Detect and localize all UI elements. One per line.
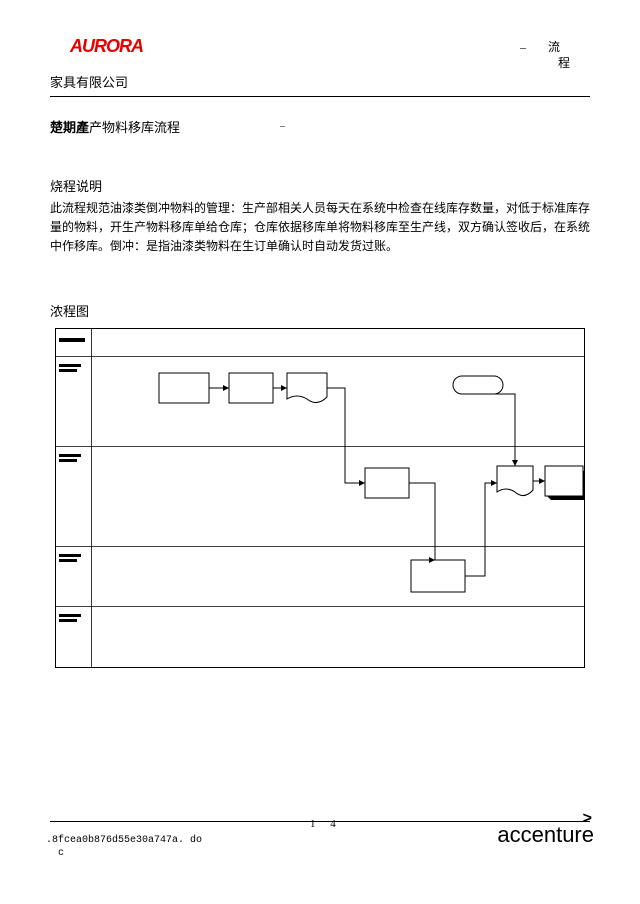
document-title: 楚期產产物料移库流程 – (50, 117, 590, 136)
company-name: 家具有限公司 (50, 72, 128, 91)
footer-page-number: 1 4 (310, 818, 342, 830)
document-header: AURORA – 流 程 家具有限公司 (50, 36, 590, 96)
section2-heading: 浓程图 (50, 301, 590, 320)
aurora-logo: AURORA (70, 36, 143, 57)
section1-heading: 烧程说明 (50, 176, 590, 195)
accenture-arrow-icon: > (583, 810, 592, 828)
header-right-text: – 流 程 (513, 38, 560, 55)
page-footer: .8fcea0b876d55e30a747a. do c 1 4 > accen… (50, 821, 590, 868)
section1-body: 此流程规范油漆类倒冲物料的管理：生产部相关人员每天在系统中检查在线库存数量，对低… (50, 199, 590, 257)
footer-filename: .8fcea0b876d55e30a747a. do c (46, 834, 202, 860)
flowchart-diagram (55, 328, 585, 668)
header-divider (50, 96, 590, 97)
accenture-logo: > accenture (497, 822, 594, 848)
